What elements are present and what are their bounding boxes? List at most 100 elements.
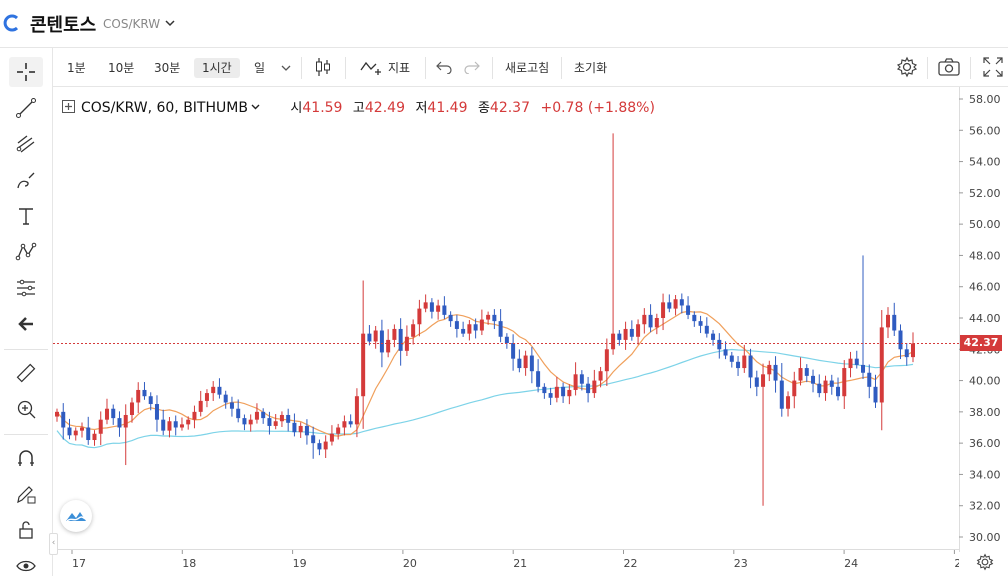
interval-10m[interactable]: 10분 — [108, 61, 135, 75]
candle-body — [398, 328, 403, 351]
candle-body — [873, 386, 878, 403]
candle-type-icon[interactable] — [314, 57, 332, 77]
y-tick-label: 52.00 — [969, 187, 1001, 200]
candle-body — [379, 330, 384, 353]
candle-body — [186, 419, 191, 425]
candle-body — [517, 358, 522, 369]
collapse-legend-icon[interactable] — [62, 100, 75, 113]
brand-watermark[interactable] — [60, 500, 92, 532]
y-tick-label: 34.00 — [969, 468, 1001, 481]
crosshair-tool[interactable] — [9, 57, 43, 87]
brush-icon — [17, 172, 35, 189]
candle-body — [586, 383, 591, 394]
redo-icon[interactable] — [464, 60, 480, 74]
lock-tool[interactable] — [9, 515, 43, 545]
y-tick-label: 48.00 — [969, 249, 1001, 262]
change-value: +0.78 (+1.88%) — [540, 100, 655, 116]
candle-body — [386, 339, 391, 353]
candle-body — [236, 408, 241, 419]
candle-body — [104, 408, 109, 420]
time-axis[interactable]: 17 18 19 20 21 22 23 24 25 — [53, 549, 959, 577]
candle-body — [604, 349, 609, 372]
text-tool[interactable] — [9, 201, 43, 231]
candle-body — [254, 411, 259, 420]
x-tick-label: 24 — [844, 557, 858, 570]
measure-tool[interactable] — [9, 358, 43, 388]
candle-body — [779, 380, 784, 409]
candle-body — [323, 441, 328, 450]
candle-body — [123, 414, 128, 428]
brush-tool[interactable] — [9, 165, 43, 195]
candle-body — [861, 364, 866, 373]
candle-body — [567, 389, 572, 397]
indicator-icon[interactable] — [360, 58, 382, 78]
magnet-icon — [18, 450, 34, 466]
interval-30m[interactable]: 30분 — [154, 61, 181, 75]
ma-long-line — [56, 348, 914, 449]
candle-body — [161, 419, 166, 431]
refresh-button[interactable]: 새로고침 — [505, 61, 550, 75]
candle-body — [367, 333, 372, 342]
candle-body — [417, 308, 422, 325]
open-label: 시 — [290, 101, 303, 116]
lock-drawing-tool[interactable] — [9, 479, 43, 509]
candle-body — [373, 330, 378, 342]
candle-body — [473, 324, 478, 331]
candle-body — [911, 343, 915, 358]
prediction-tool[interactable] — [9, 273, 43, 303]
candle-body — [467, 324, 472, 334]
unlock-icon — [19, 521, 33, 539]
pattern-tool[interactable] — [9, 237, 43, 267]
interval-1h[interactable]: 1시간 — [194, 58, 240, 78]
chevron-down-icon[interactable] — [164, 17, 176, 29]
x-tick-label: 19 — [293, 557, 307, 570]
undo-icon[interactable] — [436, 60, 452, 74]
settings-gear-icon[interactable] — [896, 56, 918, 78]
candle-body — [598, 371, 603, 381]
candle-body — [648, 314, 653, 328]
magnet-tool[interactable] — [9, 443, 43, 473]
x-tick-label: 20 — [403, 557, 417, 570]
fib-tool[interactable] — [9, 129, 43, 159]
camera-icon[interactable] — [938, 57, 960, 77]
candle-body — [267, 418, 272, 426]
candle-body — [698, 321, 703, 326]
close-label: 종 — [477, 101, 490, 116]
candle-body — [117, 418, 122, 428]
chevron-down-icon[interactable] — [281, 63, 291, 73]
coin-name[interactable]: 콘텐토스 — [30, 15, 97, 36]
divider — [561, 57, 562, 79]
y-tick-label: 54.00 — [969, 156, 1001, 169]
candle-body — [629, 328, 634, 337]
y-tick-label: 40.00 — [969, 375, 1001, 388]
interval-day[interactable]: 일 — [254, 61, 266, 75]
candle-body — [561, 386, 566, 397]
indicator-button[interactable]: 지표 — [388, 61, 411, 75]
price-chart[interactable]: 58.00 56.00 54.00 52.00 50.00 48.00 46.00 44.00… — [53, 87, 1008, 552]
chevron-down-icon[interactable] — [251, 102, 260, 111]
candle-body — [217, 386, 222, 395]
back-tool[interactable] — [9, 309, 43, 339]
coin-pair[interactable]: COS/KRW — [103, 17, 161, 31]
candle-body — [592, 380, 597, 394]
candle-body — [667, 302, 672, 309]
candle-body — [711, 333, 716, 340]
candle-body — [423, 302, 428, 309]
candle-body — [679, 299, 684, 306]
candle-body — [673, 299, 678, 309]
candle-body — [311, 435, 316, 444]
candle-body — [73, 430, 78, 436]
zoom-tool[interactable] — [9, 394, 43, 424]
candle-body — [55, 411, 59, 417]
axis-settings-gear-icon[interactable] — [976, 553, 994, 571]
candle-body — [317, 443, 322, 450]
visibility-tool[interactable] — [9, 551, 43, 581]
y-tick-label: 32.00 — [969, 500, 1001, 513]
symbol-label[interactable]: COS/KRW, 60, BITHUMB — [81, 100, 248, 116]
interval-1m[interactable]: 1분 — [67, 61, 86, 75]
reset-button[interactable]: 초기화 — [574, 61, 608, 75]
fullscreen-icon[interactable] — [983, 57, 1003, 77]
trend-line-tool[interactable] — [9, 93, 43, 123]
panel-collapse-handle[interactable]: ‹ — [49, 533, 58, 555]
candle-body — [304, 425, 309, 436]
